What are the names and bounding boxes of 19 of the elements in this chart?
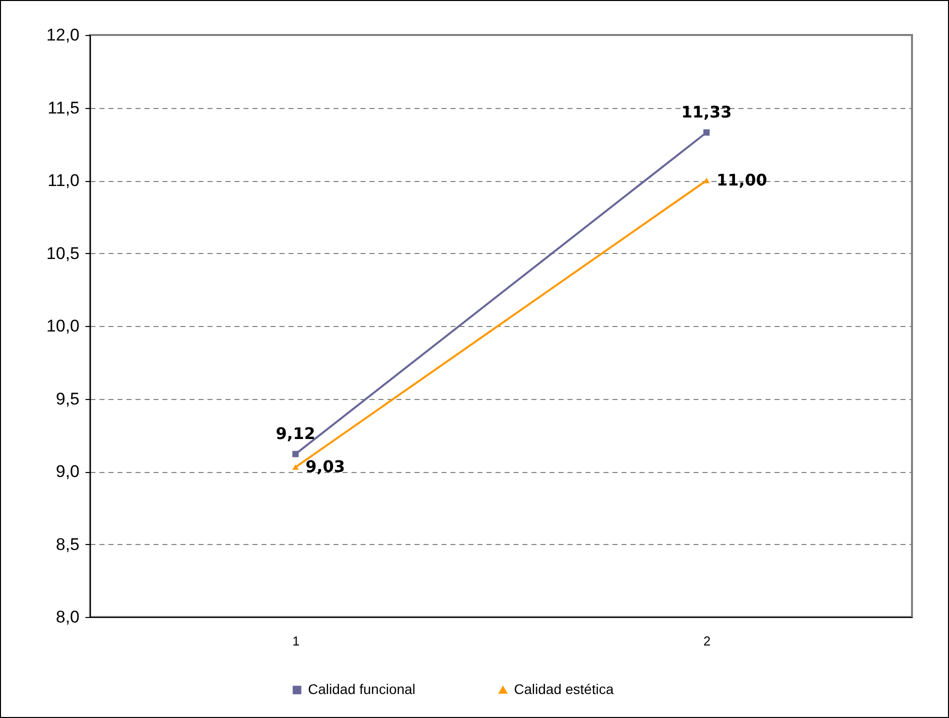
legend-label: Calidad funcional xyxy=(308,681,416,697)
y-tick-label: 8,5 xyxy=(56,534,80,554)
data-label: 9,03 xyxy=(306,457,345,476)
y-tick-label: 8,0 xyxy=(56,608,80,626)
y-tick-label: 9,0 xyxy=(56,462,80,481)
x-tick-label: 1 xyxy=(292,634,300,648)
y-tick-label: 12,0 xyxy=(46,26,80,44)
y-tick-label: 11,0 xyxy=(48,171,80,190)
point xyxy=(292,450,299,458)
y-tick-label: 10,5 xyxy=(46,244,80,263)
y-tick-label: 10,0 xyxy=(46,316,80,336)
y-tick-label: 9,5 xyxy=(56,389,80,408)
legend-label: Calidad estética xyxy=(514,681,614,697)
point xyxy=(703,129,710,136)
data-label: 11,00 xyxy=(716,170,768,190)
x-tick-label: 2 xyxy=(703,634,711,648)
data-label: 9,12 xyxy=(276,424,316,444)
data-label: 11,33 xyxy=(681,102,732,122)
y-tick-label: 11,5 xyxy=(48,98,80,118)
